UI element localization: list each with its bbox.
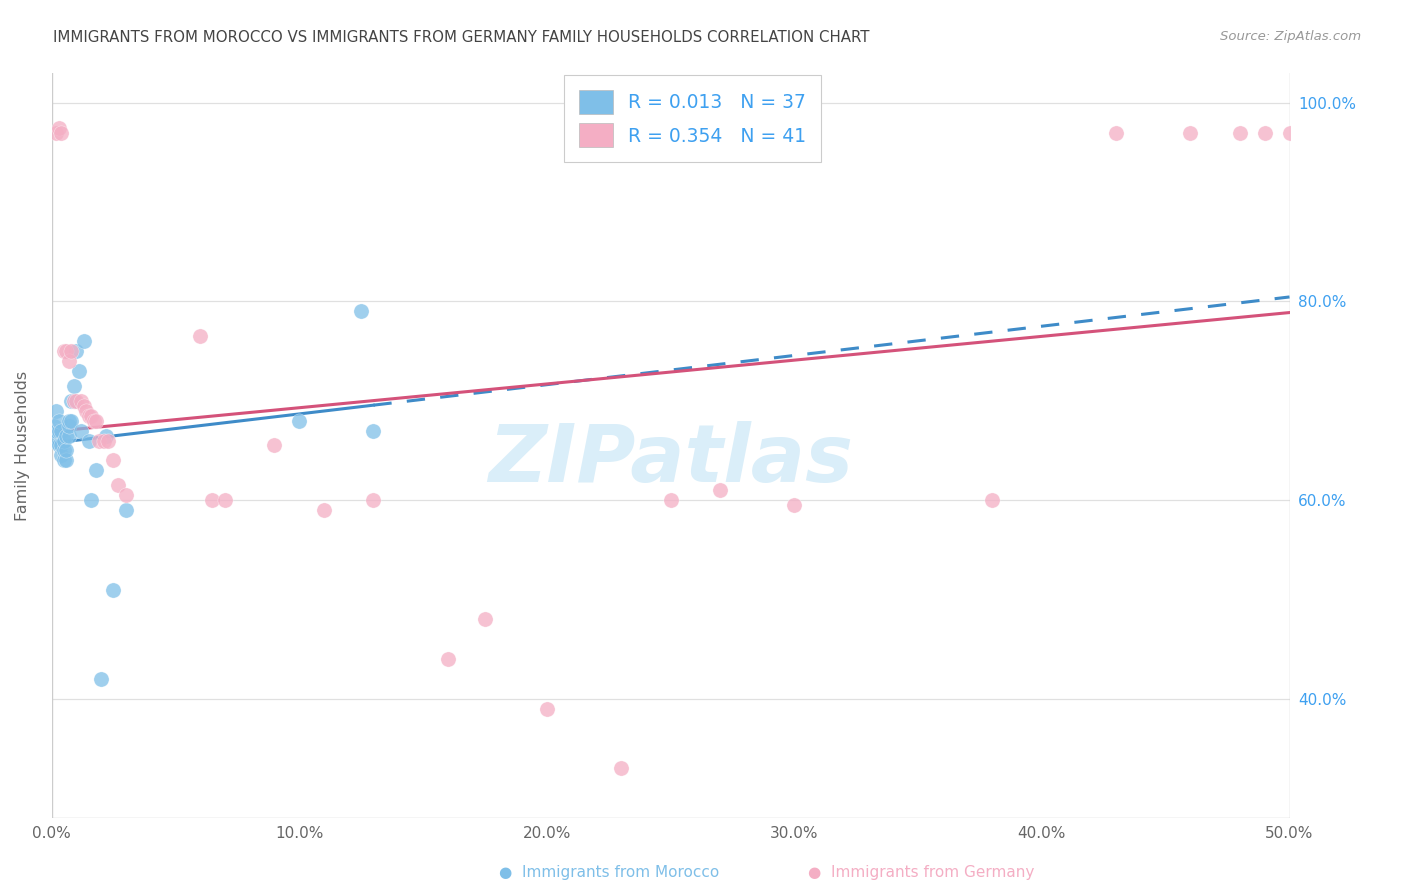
Point <box>107 478 129 492</box>
Point <box>45 403 67 417</box>
Text: ZIPatlas: ZIPatlas <box>488 421 853 500</box>
Point <box>93 434 115 448</box>
Point <box>114 488 136 502</box>
Point <box>363 493 385 508</box>
Point <box>94 428 117 442</box>
Point <box>52 443 75 458</box>
Point <box>60 393 83 408</box>
Point <box>60 414 83 428</box>
Point <box>201 493 224 508</box>
Point <box>55 443 77 458</box>
Point <box>263 438 285 452</box>
Point <box>58 414 80 428</box>
Point <box>51 424 73 438</box>
Point <box>51 438 73 452</box>
Point <box>62 379 84 393</box>
Point <box>350 304 373 318</box>
Legend: R = 0.013   N = 37, R = 0.354   N = 41: R = 0.013 N = 37, R = 0.354 N = 41 <box>564 75 821 162</box>
Point <box>436 652 458 666</box>
Point <box>90 672 112 686</box>
Point <box>48 424 70 438</box>
Point <box>58 428 80 442</box>
Point <box>67 364 90 378</box>
Point <box>103 453 125 467</box>
Point <box>783 498 806 512</box>
Text: Source: ZipAtlas.com: Source: ZipAtlas.com <box>1220 30 1361 44</box>
Point <box>87 434 110 448</box>
Point <box>45 126 67 140</box>
Point <box>610 761 633 775</box>
Point <box>65 393 87 408</box>
Point <box>58 418 80 433</box>
Point <box>73 399 96 413</box>
Point <box>55 453 77 467</box>
Point <box>75 403 97 417</box>
Point <box>97 434 120 448</box>
Point <box>77 409 100 423</box>
Text: ●  Immigrants from Morocco: ● Immigrants from Morocco <box>499 865 720 880</box>
Point <box>52 453 75 467</box>
Point <box>363 424 385 438</box>
Point <box>62 393 84 408</box>
Y-axis label: Family Households: Family Households <box>15 370 30 521</box>
Point <box>1229 126 1251 140</box>
Point <box>48 438 70 452</box>
Point <box>45 424 67 438</box>
Text: ●  Immigrants from Germany: ● Immigrants from Germany <box>808 865 1035 880</box>
Point <box>55 428 77 442</box>
Point <box>70 393 93 408</box>
Point <box>52 434 75 448</box>
Point <box>55 344 77 359</box>
Point <box>288 414 311 428</box>
Point <box>62 393 84 408</box>
Text: IMMIGRANTS FROM MOROCCO VS IMMIGRANTS FROM GERMANY FAMILY HOUSEHOLDS CORRELATION: IMMIGRANTS FROM MOROCCO VS IMMIGRANTS FR… <box>53 30 870 45</box>
Point <box>312 503 335 517</box>
Point <box>114 503 136 517</box>
Point <box>474 612 496 626</box>
Point <box>48 414 70 428</box>
Point <box>80 493 103 508</box>
Point <box>52 344 75 359</box>
Point <box>214 493 236 508</box>
Point <box>60 344 83 359</box>
Point <box>1278 126 1301 140</box>
Point <box>1105 126 1128 140</box>
Point <box>83 414 105 428</box>
Point <box>536 702 558 716</box>
Point <box>84 463 107 477</box>
Point <box>42 434 65 448</box>
Point <box>73 334 96 348</box>
Point <box>84 414 107 428</box>
Point <box>51 126 73 140</box>
Point <box>659 493 682 508</box>
Point <box>65 344 87 359</box>
Point <box>1254 126 1277 140</box>
Point <box>188 329 211 343</box>
Point <box>981 493 1004 508</box>
Point <box>1180 126 1202 140</box>
Point <box>77 434 100 448</box>
Point <box>48 120 70 135</box>
Point <box>103 582 125 597</box>
Point <box>51 449 73 463</box>
Point <box>80 409 103 423</box>
Point <box>709 483 731 498</box>
Point <box>58 354 80 368</box>
Point <box>70 424 93 438</box>
Point <box>42 418 65 433</box>
